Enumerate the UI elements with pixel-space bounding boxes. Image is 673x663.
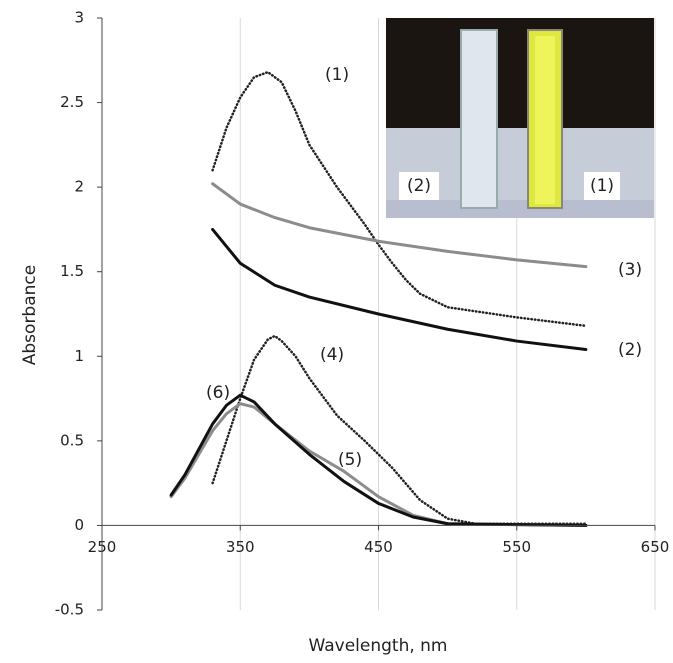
y-tick-label: 0.5 xyxy=(60,431,84,449)
x-tick-label: 550 xyxy=(502,538,531,556)
series-label: (1) xyxy=(325,65,349,85)
series-line xyxy=(211,227,588,352)
series-label: (3) xyxy=(618,260,642,280)
series-line xyxy=(169,402,588,527)
x-tick-label: 450 xyxy=(364,538,393,556)
x-tick-label: 350 xyxy=(226,538,255,556)
inset-label: (2) xyxy=(407,176,431,196)
y-tick-label: -0.5 xyxy=(55,601,84,619)
series-label: (4) xyxy=(320,345,344,365)
series-line xyxy=(211,70,588,328)
y-tick-label: 0 xyxy=(74,516,84,534)
series-label: (5) xyxy=(338,450,362,470)
y-axis-title: Absorbance xyxy=(20,265,40,365)
y-tick-label: 1 xyxy=(74,347,84,365)
y-tick-label: 1.5 xyxy=(60,262,84,280)
y-tick-label: 3 xyxy=(74,9,84,27)
x-axis-title: Wavelength, nm xyxy=(309,636,448,656)
inset-photo xyxy=(386,18,654,218)
series-line xyxy=(169,393,588,527)
x-tick-label: 650 xyxy=(641,538,670,556)
series-label: (6) xyxy=(206,383,230,403)
series-label: (2) xyxy=(618,340,642,360)
series-line xyxy=(211,182,588,269)
y-tick-label: 2 xyxy=(74,178,84,196)
series-line xyxy=(211,334,588,525)
inset-label: (1) xyxy=(590,176,614,196)
y-tick-label: 2.5 xyxy=(60,93,84,111)
